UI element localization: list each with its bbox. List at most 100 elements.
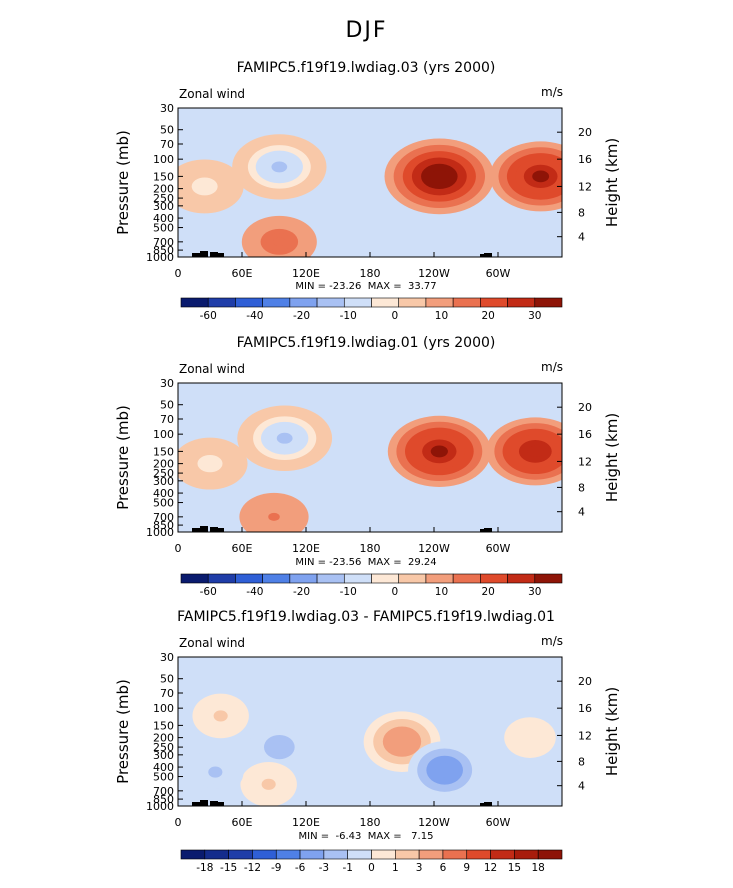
terrain-mask [192, 253, 200, 257]
colorbar-swatch [395, 849, 420, 860]
colorbar-swatch [371, 297, 400, 308]
contour-feature [213, 710, 228, 722]
terrain-mask [210, 801, 218, 806]
y-tick-label: 400 [153, 487, 174, 500]
height-tick-label: 12 [578, 180, 592, 193]
x-tick-label: 120E [292, 267, 320, 280]
colorbar-label: 1 [392, 862, 399, 874]
y-tick-label: 100 [153, 702, 174, 715]
y-tick-label: 70 [160, 687, 174, 700]
x-tick-label: 0 [175, 267, 182, 280]
height-tick-label: 12 [578, 729, 592, 742]
height-axis-label: Height (km) [603, 687, 621, 776]
contour-feature [208, 766, 223, 778]
contour-feature [430, 445, 448, 458]
contour-feature [435, 762, 454, 778]
terrain-mask [484, 802, 492, 806]
colorbar-label: -60 [200, 586, 217, 598]
x-tick-label: 180 [360, 542, 381, 555]
x-tick-label: 180 [360, 816, 381, 829]
terrain-mask [200, 526, 208, 532]
colorbar-swatch [466, 849, 491, 860]
y-tick-label: 250 [153, 741, 174, 754]
colorbar-label: 6 [440, 862, 447, 874]
y-tick-label: 200 [153, 458, 174, 471]
colorbar-swatch [204, 849, 229, 860]
y-tick-label: 100 [153, 428, 174, 441]
colorbar-swatch [235, 297, 263, 308]
colorbar-swatch [507, 297, 536, 308]
colorbar-label: -20 [293, 586, 310, 598]
colorbar-label: 10 [435, 586, 448, 598]
x-tick-label: 0 [175, 542, 182, 555]
height-tick-label: 20 [578, 401, 592, 414]
y-tick-label: 500 [153, 771, 174, 784]
plot-area [178, 108, 562, 257]
y-tick-label: 70 [160, 138, 174, 151]
colorbar-swatch [323, 849, 348, 860]
y-tick-label: 200 [153, 183, 174, 196]
colorbar-label: 9 [463, 862, 470, 874]
colorbar-label: 0 [368, 862, 375, 874]
x-tick-label: 60W [486, 816, 511, 829]
colorbar-label: 0 [391, 310, 398, 322]
y-tick-label: 300 [153, 200, 174, 213]
height-tick-label: 8 [578, 755, 585, 768]
colorbar-label: -18 [196, 862, 213, 874]
colorbar-swatch [507, 573, 536, 584]
colorbar-swatch [180, 573, 209, 584]
panel-3: FAMIPC5.f19f19.lwdiag.03 - FAMIPC5.f19f1… [114, 609, 621, 874]
height-tick-label: 20 [578, 126, 592, 139]
colorbar-swatch [537, 849, 563, 860]
contour-feature [276, 432, 293, 444]
colorbar-swatch [452, 573, 481, 584]
colorbar-label: 3 [416, 862, 423, 874]
contour-feature [273, 237, 286, 247]
y-axis-label: Pressure (mb) [114, 405, 132, 510]
contour-feature [268, 512, 280, 521]
height-tick-label: 12 [578, 455, 592, 468]
colorbar-label: -40 [246, 310, 263, 322]
colorbar-swatch [299, 849, 325, 860]
colorbar-label: -1 [342, 862, 352, 874]
y-tick-label: 30 [160, 651, 174, 664]
colorbar-swatch [442, 849, 468, 860]
x-tick-label: 180 [360, 267, 381, 280]
colorbar-swatch [452, 297, 481, 308]
colorbar-swatch [398, 297, 427, 308]
y-tick-label: 850 [153, 244, 174, 257]
y-tick-label: 50 [160, 673, 174, 686]
y-tick-label: 30 [160, 377, 174, 390]
terrain-mask [484, 528, 492, 532]
x-tick-label: 120W [418, 267, 450, 280]
y-tick-label: 400 [153, 761, 174, 774]
y-tick-label: 250 [153, 467, 174, 480]
colorbar-swatch [262, 573, 291, 584]
terrain-mask [210, 252, 218, 257]
y-tick-label: 300 [153, 749, 174, 762]
height-tick-label: 16 [578, 153, 592, 166]
y-tick-label: 300 [153, 475, 174, 488]
colorbar-swatch [514, 849, 539, 860]
colorbar-label: -3 [319, 862, 329, 874]
y-tick-label: 30 [160, 102, 174, 115]
height-tick-label: 16 [578, 428, 592, 441]
x-tick-label: 120E [292, 816, 320, 829]
terrain-mask [484, 253, 492, 257]
contour-feature [203, 459, 217, 468]
panel-2: FAMIPC5.f19f19.lwdiag.01 (yrs 2000) Zonal… [114, 335, 621, 598]
colorbar-swatch [371, 849, 396, 860]
colorbar-swatch [252, 849, 277, 860]
y-tick-label: 850 [153, 519, 174, 532]
panel-title: FAMIPC5.f19f19.lwdiag.03 (yrs 2000) [237, 60, 496, 76]
x-tick-label: 120W [418, 816, 450, 829]
colorbar-swatch [235, 573, 263, 584]
height-tick-label: 8 [578, 206, 585, 219]
y-tick-label: 100 [153, 153, 174, 166]
colorbar-swatch [316, 573, 345, 584]
y-tick-label: 150 [153, 170, 174, 183]
height-axis-label: Height (km) [603, 413, 621, 502]
min-max-stats: MIN = -23.56 MAX = 29.24 [295, 557, 436, 568]
x-tick-label: 60E [232, 816, 253, 829]
